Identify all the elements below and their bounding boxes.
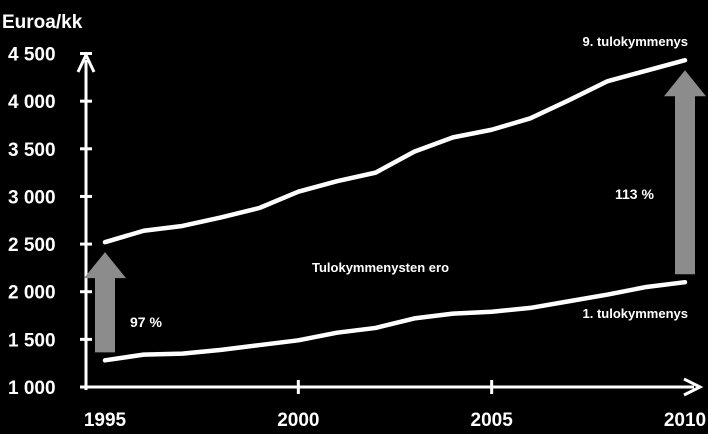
series-label-9th-decile: 9. tulokymmenys (583, 34, 689, 49)
series-line-2 (102, 279, 688, 363)
y-axis-label: Euroa/kk (2, 12, 83, 33)
y-tick-label: 4 500 (8, 45, 56, 66)
y-tick-label: 4 000 (8, 92, 56, 113)
y-tick-label: 1 000 (8, 378, 56, 399)
x-axis-arrowhead (683, 377, 704, 397)
gap-arrow-2010 (664, 70, 706, 275)
y-tick-label: 1 500 (8, 330, 56, 351)
x-tick-label: 2000 (277, 410, 319, 431)
series-line-group (102, 57, 688, 363)
arrow-label-97: 97 % (130, 314, 162, 330)
y-tick-label: 2 500 (8, 235, 56, 256)
x-tick-group: 1995 2000 2005 2010 (84, 380, 706, 431)
x-tick-label: 2005 (471, 410, 514, 431)
gap-arrow-group (84, 70, 706, 353)
arrow-label-113: 113 % (615, 186, 654, 202)
y-tick-group: 1 000 1 500 2 000 2 500 3 000 3 500 4 000 4 500 (8, 45, 92, 399)
annotation-group: 9. tulokymmenys 1. tulokymmenys Tulokymmen… (130, 34, 688, 330)
series-label-1st-decile: 1. tulokymmenys (583, 306, 689, 321)
y-tick-label: 2 000 (8, 283, 56, 304)
gap-label: Tulokymmenysten ero (312, 260, 449, 275)
series-line-1 (102, 57, 688, 245)
y-tick-label: 3 500 (8, 140, 56, 161)
gap-arrow-1995 (84, 252, 126, 353)
x-tick-label: 2010 (664, 410, 706, 431)
x-tick-label: 1995 (84, 410, 127, 431)
y-tick-label: 3 000 (8, 187, 56, 208)
x-axis (86, 377, 704, 397)
